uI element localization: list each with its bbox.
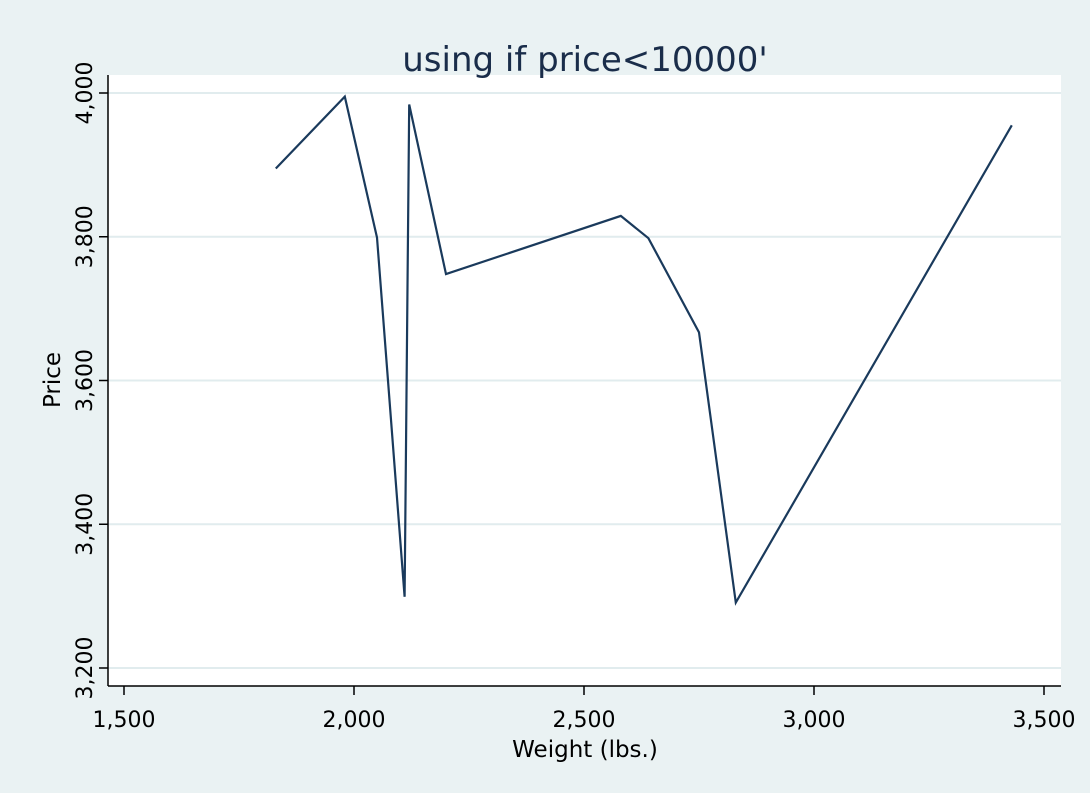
y-axis-title: Price: [40, 352, 66, 408]
chart-title: using if price<10000': [402, 40, 767, 80]
tick-labels: 1,500 2,000 2,500 3,000 3,500 3,200 3,400 3,600…: [73, 62, 1075, 733]
x-axis-title: Weight (lbs.): [512, 737, 658, 763]
x-tick-label-1: 2,000: [323, 708, 386, 733]
y-tick-label-2: 3,600: [73, 349, 98, 412]
series-layer: [275, 94, 1013, 606]
x-tick-label-0: 1,500: [93, 708, 156, 733]
x-tick-label-2: 2,500: [553, 708, 616, 733]
x-tick-label-4: 3,500: [1013, 708, 1076, 733]
grid-lines: [108, 92, 1061, 669]
y-tick-label-1: 3,400: [73, 493, 98, 556]
axes: [99, 75, 1061, 695]
x-tick-label-3: 3,000: [783, 708, 846, 733]
y-tick-label-0: 3,200: [73, 637, 98, 700]
y-tick-label-3: 3,800: [73, 205, 98, 268]
y-tick-label-4: 4,000: [73, 62, 98, 125]
series-line-0: [275, 94, 1013, 606]
